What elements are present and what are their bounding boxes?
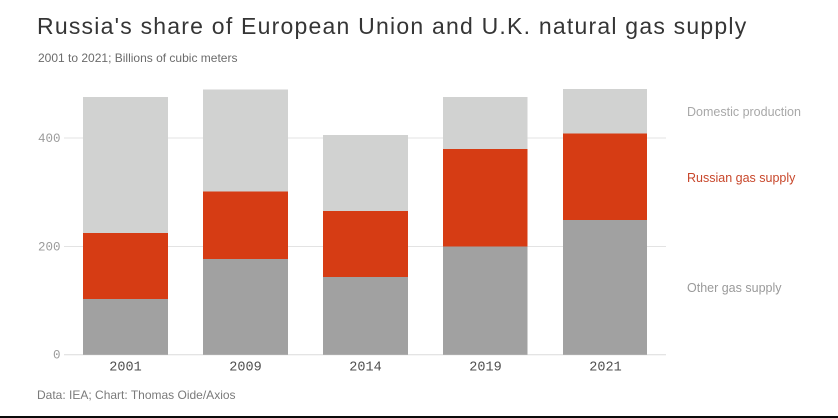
svg-text:2001: 2001: [109, 360, 141, 375]
svg-text:2019: 2019: [469, 360, 501, 375]
svg-text:0: 0: [53, 349, 61, 363]
svg-text:2014: 2014: [349, 360, 381, 375]
svg-text:200: 200: [38, 241, 61, 255]
svg-text:2021: 2021: [589, 360, 621, 375]
svg-text:2009: 2009: [229, 360, 261, 375]
svg-text:400: 400: [38, 132, 61, 146]
